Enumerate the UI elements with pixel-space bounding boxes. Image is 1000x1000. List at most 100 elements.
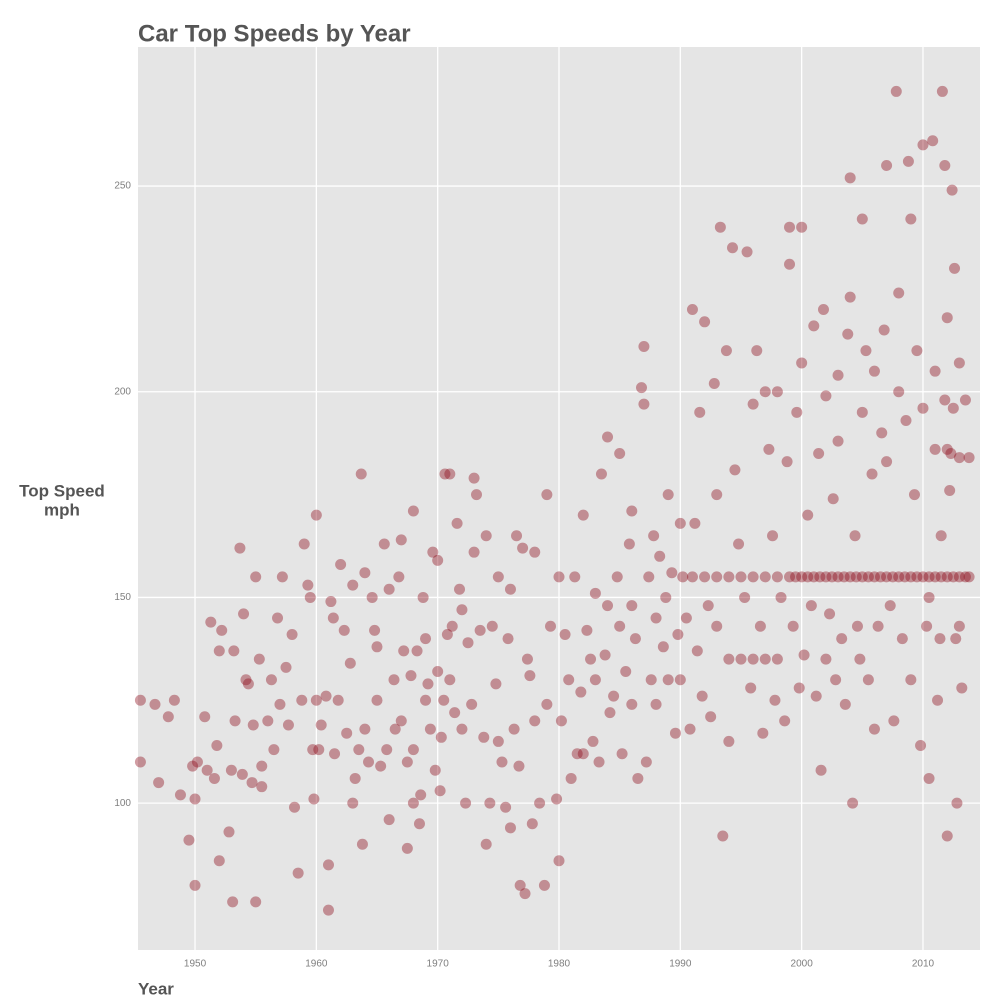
point: [304, 591, 316, 603]
point: [456, 723, 468, 735]
point: [585, 653, 597, 665]
point: [729, 464, 741, 476]
point: [769, 694, 781, 706]
point: [320, 690, 332, 702]
point: [814, 571, 826, 583]
point: [860, 345, 872, 357]
point: [519, 888, 531, 900]
point: [771, 386, 783, 398]
point: [747, 571, 759, 583]
point: [504, 822, 516, 834]
point: [932, 694, 944, 706]
point: [838, 571, 850, 583]
y-tick-label: 150: [114, 592, 131, 603]
point: [413, 818, 425, 830]
point: [689, 517, 701, 529]
point: [684, 723, 696, 735]
point: [849, 530, 861, 542]
point: [496, 756, 508, 768]
point: [888, 715, 900, 727]
point: [149, 698, 161, 710]
point: [900, 415, 912, 427]
point: [629, 633, 641, 645]
point: [896, 633, 908, 645]
x-tick-label: 1980: [548, 959, 571, 970]
point: [850, 571, 862, 583]
point: [420, 633, 432, 645]
point: [771, 571, 783, 583]
point: [741, 246, 753, 258]
point: [541, 489, 553, 501]
point: [474, 624, 486, 636]
point: [462, 637, 474, 649]
point: [878, 324, 890, 336]
point: [881, 456, 893, 468]
point: [862, 674, 874, 686]
point: [947, 402, 959, 414]
point: [640, 756, 652, 768]
point: [262, 715, 274, 727]
point: [662, 489, 674, 501]
point: [911, 571, 923, 583]
point: [917, 402, 929, 414]
point: [366, 591, 378, 603]
point: [648, 530, 660, 542]
point: [941, 571, 953, 583]
point: [680, 612, 692, 624]
point: [608, 690, 620, 702]
point: [620, 665, 632, 677]
point: [225, 764, 237, 776]
point: [395, 715, 407, 727]
point: [784, 258, 796, 270]
point: [393, 571, 405, 583]
point: [674, 517, 686, 529]
y-tick-label: 100: [114, 798, 131, 809]
point: [854, 653, 866, 665]
point: [796, 221, 808, 233]
point: [862, 571, 874, 583]
point: [504, 583, 516, 595]
point: [705, 711, 717, 723]
point: [787, 620, 799, 632]
point: [872, 620, 884, 632]
point: [779, 715, 791, 727]
point: [694, 406, 706, 418]
point: [945, 447, 957, 459]
point: [363, 756, 375, 768]
point: [286, 628, 298, 640]
point: [398, 645, 410, 657]
point: [632, 772, 644, 784]
point: [199, 711, 211, 723]
point: [810, 690, 822, 702]
point: [411, 645, 423, 657]
point: [759, 571, 771, 583]
point: [893, 287, 905, 299]
point: [844, 172, 856, 184]
point: [669, 727, 681, 739]
point: [802, 509, 814, 521]
point: [168, 694, 180, 706]
point: [441, 628, 453, 640]
point: [650, 612, 662, 624]
point: [268, 744, 280, 756]
point: [775, 591, 787, 603]
point: [868, 571, 880, 583]
point: [359, 723, 371, 735]
point: [247, 719, 259, 731]
point: [201, 764, 213, 776]
point: [959, 571, 971, 583]
point: [604, 707, 616, 719]
point: [322, 904, 334, 916]
point: [844, 291, 856, 303]
point: [427, 546, 439, 558]
point: [272, 612, 284, 624]
point: [238, 608, 250, 620]
point: [282, 719, 294, 731]
point: [805, 600, 817, 612]
point: [711, 620, 723, 632]
point: [899, 571, 911, 583]
point: [820, 571, 832, 583]
point: [356, 838, 368, 850]
point: [468, 472, 480, 484]
